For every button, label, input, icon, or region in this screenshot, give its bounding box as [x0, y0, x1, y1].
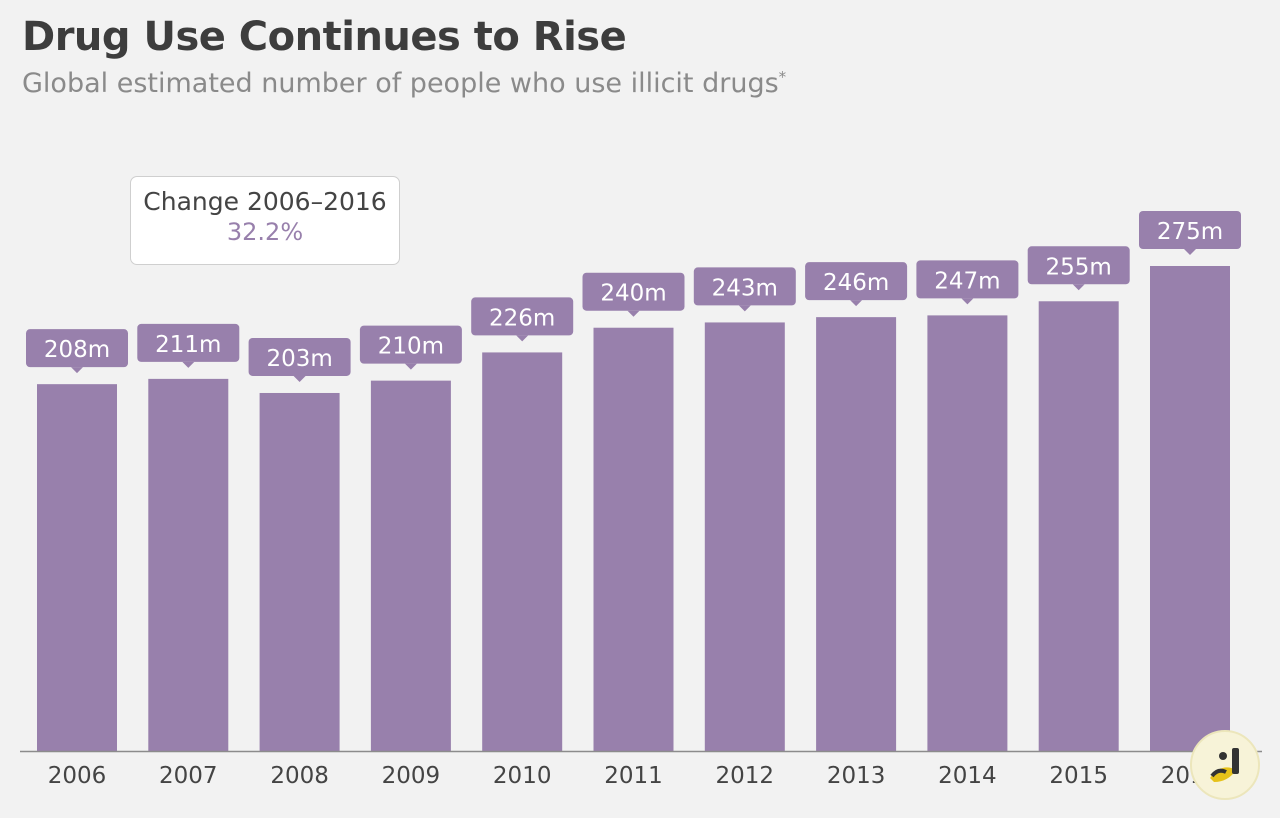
subtitle-footnote-mark: *	[778, 68, 787, 86]
data-label-2015: 255m	[1046, 254, 1112, 280]
data-label-box-2014	[916, 260, 1019, 299]
change-callout-label: Change 2006–2016	[143, 187, 387, 216]
bar-2011	[593, 327, 674, 751]
x-tick-label-2010: 2010	[493, 763, 552, 789]
data-label-pointer-2012	[738, 305, 751, 312]
data-label-box-2015	[1027, 246, 1130, 285]
data-label-2008: 203m	[266, 346, 332, 372]
data-label-pointer-2014	[961, 298, 974, 305]
x-tick-label-2011: 2011	[604, 763, 663, 789]
data-label-box-2012	[693, 267, 796, 306]
data-label-2009: 210m	[378, 334, 444, 360]
data-label-box-2013	[805, 262, 908, 301]
change-callout-value: 32.2%	[226, 218, 304, 246]
data-label-pointer-2011	[627, 310, 640, 317]
data-label-pointer-2007	[182, 361, 195, 368]
data-label-box-2011	[582, 272, 685, 311]
x-tick-label-2012: 2012	[716, 763, 775, 789]
chart-title: Drug Use Continues to Rise	[22, 14, 627, 60]
data-label-2011: 240m	[600, 281, 666, 307]
x-tick-label-2013: 2013	[827, 763, 886, 789]
bar-2013	[816, 317, 897, 751]
data-label-2012: 243m	[712, 275, 778, 301]
x-tick-label-2009: 2009	[382, 763, 441, 789]
data-label-box-2006	[26, 329, 128, 368]
bar-2010	[482, 352, 563, 751]
bar-2014	[927, 315, 1008, 751]
data-label-pointer-2009	[404, 363, 417, 370]
data-label-pointer-2010	[516, 335, 529, 342]
data-label-2016: 275m	[1157, 219, 1223, 245]
data-label-2006: 208m	[44, 337, 110, 363]
x-tick-label-2014: 2014	[938, 763, 997, 789]
bar-2006	[37, 384, 117, 751]
watermark-logo-icon	[1210, 748, 1239, 782]
data-label-pointer-2006	[71, 367, 83, 374]
x-tick-label-2015: 2015	[1049, 763, 1108, 789]
data-label-pointer-2013	[850, 300, 863, 307]
data-label-2007: 211m	[155, 332, 221, 358]
data-label-pointer-2016	[1184, 249, 1196, 255]
data-label-box-2008	[248, 337, 351, 376]
bar-2015	[1038, 301, 1119, 751]
data-label-pointer-2015	[1072, 284, 1085, 291]
bar-2008	[259, 392, 340, 751]
chart-subtitle: Global estimated number of people who us…	[22, 68, 786, 99]
subtitle-text: Global estimated number of people who us…	[22, 68, 779, 99]
data-label-2014: 247m	[934, 268, 1000, 294]
data-label-2013: 246m	[823, 270, 889, 296]
x-tick-label-2008: 2008	[270, 763, 329, 789]
data-label-box-2007	[137, 323, 240, 362]
bar-2016	[1150, 266, 1230, 751]
data-label-box-2010	[471, 297, 574, 336]
data-label-box-2016	[1139, 211, 1241, 249]
x-tick-label-2007: 2007	[159, 763, 218, 789]
bar-2009	[370, 380, 451, 751]
data-label-pointer-2008	[293, 375, 306, 382]
watermark-logo	[1190, 730, 1260, 800]
bar-2007	[148, 378, 229, 751]
bar-2012	[704, 322, 785, 751]
data-label-box-2009	[359, 325, 462, 364]
x-tick-label-2006: 2006	[48, 763, 107, 789]
data-label-2010: 226m	[489, 305, 555, 331]
change-callout: Change 2006–2016 32.2%	[130, 176, 400, 265]
